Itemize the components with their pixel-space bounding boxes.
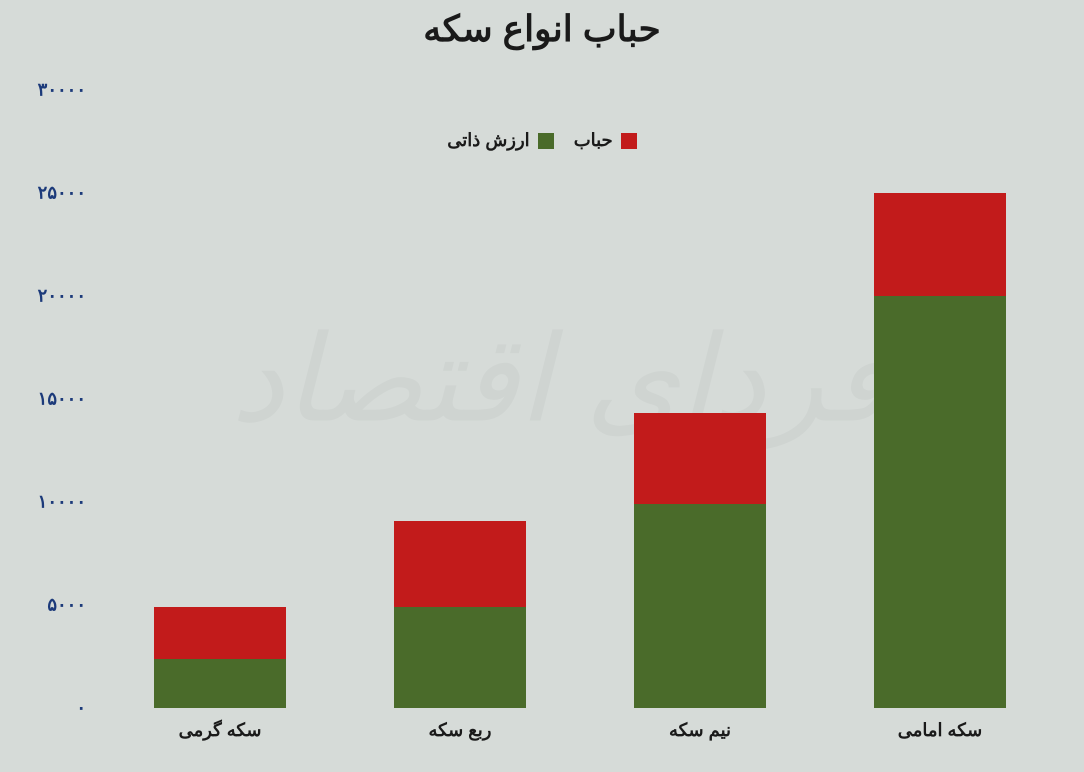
y-tick-label: ۱۵۰۰۰: [38, 389, 100, 410]
x-tick-label: ربع سکه: [429, 708, 492, 741]
bar-segment-intrinsic: [634, 504, 766, 708]
bar-segment-intrinsic: [154, 659, 286, 708]
y-tick-label: ۵۰۰۰: [47, 595, 100, 616]
bar-rob: [394, 521, 526, 708]
bar-segment-bubble: [634, 413, 766, 504]
bar-segment-intrinsic: [874, 296, 1006, 708]
bar-segment-bubble: [394, 521, 526, 608]
bar-segment-bubble: [874, 193, 1006, 296]
y-tick-label: ۲۵۰۰۰: [38, 183, 100, 204]
y-tick-label: ۳۰۰۰۰: [38, 80, 100, 101]
chart-title: حباب انواع سکه: [0, 8, 1084, 50]
x-tick-label: سکه گرمی: [179, 708, 262, 741]
chart-container: فردای اقتصاد حباب انواع سکه حبابارزش ذات…: [0, 0, 1084, 772]
bar-segment-intrinsic: [394, 607, 526, 708]
plot-area: ۰۵۰۰۰۱۰۰۰۰۱۵۰۰۰۲۰۰۰۰۲۵۰۰۰۳۰۰۰۰سکه امامین…: [100, 90, 1060, 708]
x-tick-label: نیم سکه: [669, 708, 731, 741]
bar-nim: [634, 413, 766, 708]
bar-gram: [154, 607, 286, 708]
x-tick-label: سکه امامی: [898, 708, 982, 741]
y-tick-label: ۱۰۰۰۰: [38, 492, 100, 513]
y-tick-label: ۰: [76, 698, 100, 719]
bar-segment-bubble: [154, 607, 286, 659]
bar-emami: [874, 193, 1006, 708]
y-tick-label: ۲۰۰۰۰: [38, 286, 100, 307]
